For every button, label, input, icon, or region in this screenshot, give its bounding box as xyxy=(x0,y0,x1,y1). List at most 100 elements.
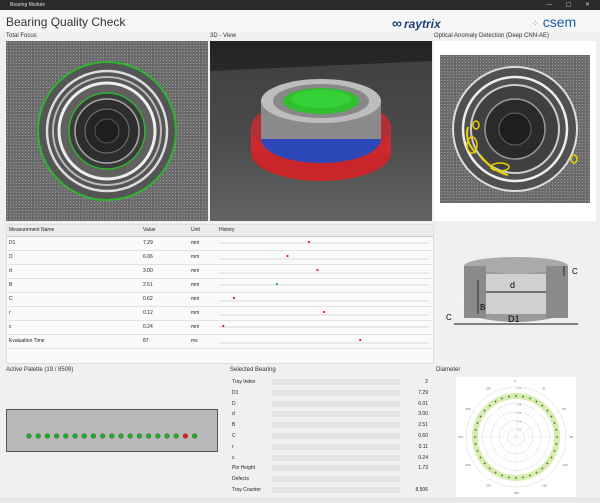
selected-row-bar xyxy=(272,443,400,450)
selected-bearing-table: Tray Index 2 D1 7.29 D 6.01 d 3.00 B 2.51 C 0.60 r 0.… xyxy=(230,377,430,496)
table-row[interactable]: Evaluation Time 87 ms xyxy=(7,334,433,349)
palette-slot[interactable] xyxy=(146,433,152,439)
diameter-point xyxy=(494,400,497,403)
table-row[interactable]: d 3.00 mm xyxy=(7,264,433,279)
palette-slot[interactable] xyxy=(81,433,87,439)
cell-history xyxy=(217,320,433,335)
palette-slot[interactable] xyxy=(35,433,41,439)
palette-slot[interactable] xyxy=(182,433,188,439)
table-row[interactable]: c 0.24 mm xyxy=(7,320,433,335)
angle-label: 120 xyxy=(562,463,567,467)
anomaly-image[interactable] xyxy=(440,55,590,203)
ring-label: 2.2 xyxy=(517,428,522,432)
diameter-plot: 2.2 2.4 2.6 2.8 3.0 3.2 0 30 60 90 120 150 180 210 240… xyxy=(436,377,596,497)
diameter-polar-chart: 2.22.42.62.83.03.20306090120150180210240… xyxy=(456,377,576,497)
angle-label: 150 xyxy=(542,483,547,487)
diameter-point xyxy=(522,395,525,398)
diagram-label-B: B xyxy=(480,303,485,312)
active-palette xyxy=(6,409,218,452)
diagram-label-c-right: C xyxy=(572,267,578,276)
palette-slot[interactable] xyxy=(155,433,161,439)
palette-slot[interactable] xyxy=(164,433,170,439)
cell-name: B xyxy=(7,278,141,293)
bearing-3d-render xyxy=(210,61,432,221)
diameter-point xyxy=(474,428,477,431)
diameter-point xyxy=(507,395,510,398)
cell-history xyxy=(217,278,433,293)
cell-history xyxy=(217,306,433,321)
palette-slot[interactable] xyxy=(118,433,124,439)
view-3d-image[interactable] xyxy=(210,41,432,221)
selected-row-label: Pin Height xyxy=(232,465,256,472)
selected-row-bar xyxy=(272,432,400,439)
history-marker xyxy=(307,240,310,243)
history-marker xyxy=(322,310,325,313)
palette-slot[interactable] xyxy=(109,433,115,439)
diameter-point xyxy=(550,456,553,459)
selected-row-bar xyxy=(272,379,400,385)
palette-slot[interactable] xyxy=(26,433,32,439)
selected-row-bar xyxy=(272,411,400,418)
palette-slot[interactable] xyxy=(54,433,60,439)
table-row[interactable]: C 0.62 mm xyxy=(7,292,433,307)
selected-row: Defects xyxy=(230,474,430,485)
window-controls[interactable]: — ▢ ✕ xyxy=(545,2,596,8)
bearing-cross-section: d D B C C D1 xyxy=(446,257,578,325)
cell-name: d xyxy=(7,264,141,279)
diameter-point xyxy=(501,397,503,400)
page-title: Bearing Quality Check xyxy=(6,15,126,29)
cell-unit: mm xyxy=(189,264,217,279)
diagram-label-c-left: C xyxy=(446,313,452,322)
selected-row-value: 1.73 xyxy=(418,465,428,472)
cell-history xyxy=(217,250,433,265)
diameter-label: Diameter xyxy=(436,367,461,373)
palette-slot[interactable] xyxy=(136,433,142,439)
diameter-point xyxy=(541,404,544,407)
diameter-point xyxy=(474,443,477,446)
col-history: History xyxy=(217,225,433,237)
cell-history xyxy=(217,236,433,251)
selected-row: D1 7.29 xyxy=(230,388,430,399)
diagram-label-D1: D1 xyxy=(508,314,520,324)
table-row[interactable]: D 6.06 mm xyxy=(7,250,433,265)
palette-slot[interactable] xyxy=(63,433,69,439)
diameter-point xyxy=(515,477,517,479)
palette-slot[interactable] xyxy=(127,433,133,439)
history-sparkline xyxy=(219,296,429,301)
selected-row-value: 2 xyxy=(425,379,428,385)
cell-unit: mm xyxy=(189,236,217,251)
palette-slot[interactable] xyxy=(100,433,106,439)
diameter-point xyxy=(507,476,510,479)
cell-name: c xyxy=(7,320,141,335)
palette-slot[interactable] xyxy=(192,433,198,439)
cell-name: C xyxy=(7,292,141,307)
table-row[interactable]: D1 7.29 mm xyxy=(7,236,433,251)
palette-slot[interactable] xyxy=(173,433,179,439)
selected-row: Pin Height 1.73 xyxy=(230,463,430,474)
diameter-point xyxy=(483,409,486,412)
cell-history xyxy=(217,264,433,279)
history-marker xyxy=(222,324,225,327)
table-row[interactable]: B 2.51 mm xyxy=(7,278,433,293)
palette-slot[interactable] xyxy=(44,433,50,439)
cell-unit: mm xyxy=(189,292,217,307)
diameter-point xyxy=(535,400,538,403)
cell-value: 0.24 xyxy=(141,320,189,335)
palette-slot[interactable] xyxy=(90,433,96,439)
total-focus-image[interactable] xyxy=(6,41,208,221)
palette-slot[interactable] xyxy=(72,433,78,439)
csem-logo: ⁘ csem xyxy=(532,14,576,30)
anomaly-heatmap xyxy=(452,66,578,192)
cell-name: D1 xyxy=(7,236,141,251)
anomaly-label: Optical Anomaly Detection (Deep CNN-AE) xyxy=(434,33,550,39)
infinity-icon: ∞ xyxy=(392,15,402,31)
diameter-point xyxy=(501,474,503,477)
table-row[interactable]: r 0.12 mm xyxy=(7,306,433,321)
history-marker xyxy=(286,254,289,257)
cell-name: r xyxy=(7,306,141,321)
angle-label: 0 xyxy=(514,379,516,383)
bearing-top-view xyxy=(37,61,177,201)
cell-unit: mm xyxy=(189,278,217,293)
cell-name: D xyxy=(7,250,141,265)
angle-label: 300 xyxy=(466,407,471,411)
